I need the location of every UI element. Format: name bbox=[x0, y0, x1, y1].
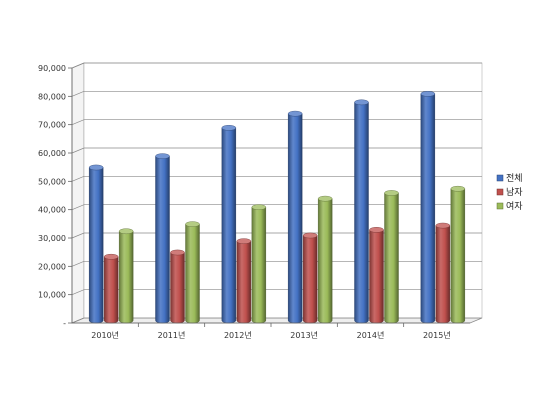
legend-swatch bbox=[496, 174, 504, 182]
bar-top bbox=[287, 110, 303, 117]
bar-body bbox=[384, 192, 399, 324]
side-wall bbox=[71, 62, 85, 324]
bar-top bbox=[236, 238, 252, 244]
bar-body bbox=[369, 229, 384, 324]
bar-body bbox=[118, 231, 134, 324]
legend-label: 전체 bbox=[506, 173, 523, 184]
bar bbox=[118, 228, 134, 324]
bar-body bbox=[251, 206, 267, 324]
y-tick-label: 60,000 bbox=[38, 149, 66, 158]
bar bbox=[369, 227, 384, 324]
bar bbox=[170, 249, 185, 324]
bar-top bbox=[88, 164, 104, 171]
bar-body bbox=[155, 155, 170, 324]
y-tick-label: 50,000 bbox=[38, 177, 66, 186]
bar-body bbox=[302, 235, 318, 324]
x-tick-label: 2012년 bbox=[224, 330, 252, 340]
bar-body bbox=[435, 225, 451, 324]
bar-top bbox=[103, 253, 119, 260]
bar-body bbox=[420, 93, 436, 324]
bar bbox=[450, 185, 466, 324]
bar-body bbox=[317, 198, 333, 324]
bar-body bbox=[236, 240, 252, 324]
bar-top bbox=[118, 228, 134, 235]
bar-top bbox=[354, 99, 369, 106]
chart-walls bbox=[71, 62, 483, 324]
bar bbox=[317, 195, 333, 324]
legend-label: 남자 bbox=[506, 187, 523, 198]
floor bbox=[71, 317, 483, 324]
bar-body bbox=[88, 167, 104, 324]
y-tick-label: 40,000 bbox=[38, 206, 66, 215]
bar bbox=[88, 164, 104, 324]
bar bbox=[251, 204, 267, 324]
bar bbox=[435, 222, 451, 324]
gridline bbox=[71, 289, 482, 295]
bar bbox=[221, 125, 237, 324]
y-tick-label: 70,000 bbox=[38, 121, 66, 130]
bar-top bbox=[170, 249, 185, 256]
gridline bbox=[71, 232, 482, 239]
legend-swatch bbox=[496, 202, 504, 210]
y-tick-label: - bbox=[63, 319, 66, 328]
bar-top bbox=[185, 221, 200, 227]
bar-body bbox=[287, 113, 303, 324]
back-wall bbox=[83, 62, 483, 319]
x-tick-label: 2010년 bbox=[91, 330, 119, 340]
bar-body bbox=[221, 127, 237, 324]
gridline bbox=[71, 317, 482, 324]
bar-body bbox=[450, 188, 466, 324]
x-tick-label: 2014년 bbox=[357, 330, 385, 340]
bar bbox=[103, 253, 119, 324]
bar bbox=[287, 110, 303, 324]
bar-top bbox=[369, 227, 384, 233]
bar bbox=[155, 153, 170, 324]
bar-top bbox=[155, 153, 170, 159]
bar bbox=[185, 221, 200, 324]
gridline bbox=[71, 62, 482, 69]
x-tick-label: 2011년 bbox=[158, 330, 186, 340]
bar-body bbox=[354, 102, 369, 324]
bar-top bbox=[251, 204, 267, 210]
y-tick-label: 20,000 bbox=[38, 262, 66, 271]
x-axis: 2010년 2011년 2012년 2013년 2014년 2015년 bbox=[72, 322, 470, 340]
bar-top bbox=[317, 195, 333, 202]
gridline bbox=[71, 147, 482, 154]
bar-top bbox=[435, 222, 451, 229]
bar-top bbox=[450, 185, 466, 192]
bar bbox=[236, 238, 252, 324]
gridline bbox=[71, 90, 482, 97]
legend-label: 여자 bbox=[506, 200, 523, 212]
gridline bbox=[71, 119, 482, 125]
x-tick-label: 2015년 bbox=[423, 330, 451, 340]
bar-top bbox=[302, 232, 318, 239]
bar-top bbox=[221, 125, 237, 131]
legend-swatch bbox=[496, 188, 504, 196]
y-tick-label: 80,000 bbox=[38, 92, 66, 101]
bars bbox=[88, 91, 466, 324]
bar-top bbox=[384, 190, 399, 196]
y-tick-label: 90,000 bbox=[38, 64, 66, 73]
gridline bbox=[71, 175, 482, 182]
bar bbox=[354, 99, 369, 324]
bar-top bbox=[420, 91, 436, 97]
y-tick-label: 10,000 bbox=[38, 291, 66, 300]
bar bbox=[302, 232, 318, 324]
y-tick-label: 30,000 bbox=[38, 234, 66, 243]
bar-body bbox=[103, 256, 119, 324]
gridline bbox=[71, 260, 482, 267]
bar-body bbox=[185, 223, 200, 324]
bar bbox=[420, 91, 436, 324]
y-axis: - 10,000 20,000 30,000 40,000 50,000 60,000 70,… bbox=[38, 64, 73, 328]
gridlines bbox=[71, 62, 482, 324]
gridline bbox=[71, 204, 482, 210]
bar bbox=[384, 190, 399, 324]
x-tick-label: 2013년 bbox=[290, 330, 318, 340]
bar-body bbox=[170, 252, 185, 324]
